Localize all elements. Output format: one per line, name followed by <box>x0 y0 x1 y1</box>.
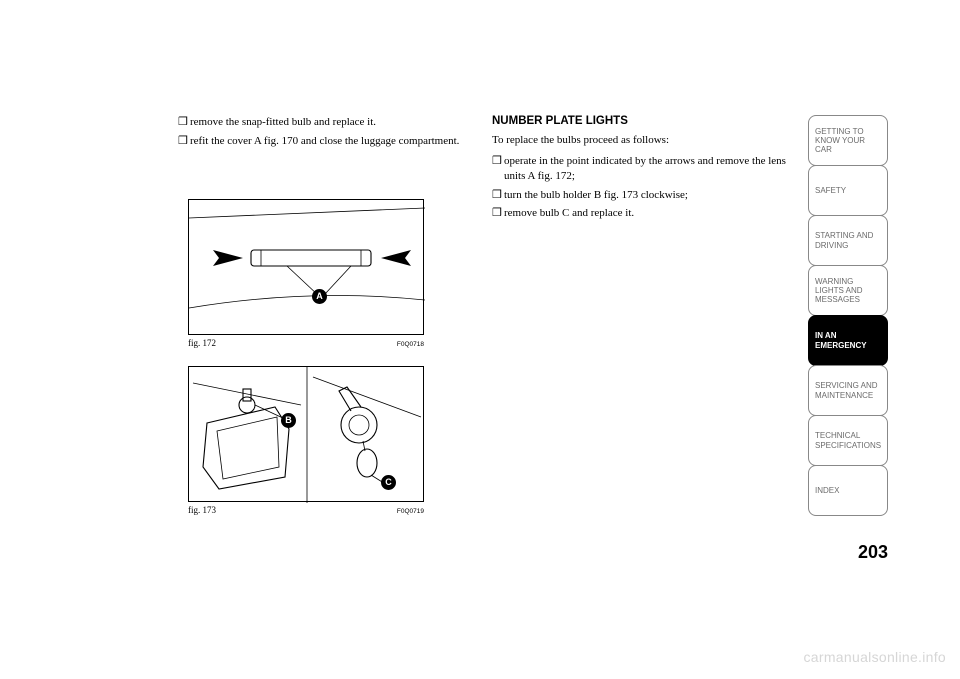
left-column: ❒remove the snap-fitted bulb and replace… <box>178 115 472 515</box>
bullet-glyph: ❒ <box>492 188 504 203</box>
bullet-item: ❒remove the snap-fitted bulb and replace… <box>178 115 472 130</box>
bullet-glyph: ❒ <box>178 115 190 130</box>
tab-in-an-emergency[interactable]: IN AN EMERGENCY <box>808 315 888 366</box>
callout-a: A <box>312 289 327 304</box>
bullet-text: remove the snap-fitted bulb and replace … <box>190 116 376 128</box>
bullet-text: turn the bulb holder B fig. 173 clockwis… <box>504 189 688 201</box>
bullet-item: ❒refit the cover A fig. 170 and close th… <box>178 134 472 149</box>
figure-172-svg <box>189 200 425 336</box>
tab-servicing[interactable]: SERVICING AND MAINTENANCE <box>808 365 888 416</box>
bullet-text: operate in the point indicated by the ar… <box>504 155 786 182</box>
bullet-item: ❒turn the bulb holder B fig. 173 clockwi… <box>492 188 786 203</box>
right-column: NUMBER PLATE LIGHTS To replace the bulbs… <box>492 115 786 225</box>
callout-b: B <box>281 413 296 428</box>
page-number: 203 <box>808 542 888 563</box>
bullet-item: ❒remove bulb C and replace it. <box>492 206 786 221</box>
callout-c: C <box>381 475 396 490</box>
intro-text: To replace the bulbs proceed as follows: <box>492 133 786 148</box>
tab-getting-to-know[interactable]: GETTING TO KNOW YOUR CAR <box>808 115 888 166</box>
figure-label: fig. 172 <box>188 338 216 348</box>
bullet-item: ❒operate in the point indicated by the a… <box>492 154 786 184</box>
figure-label: fig. 173 <box>188 505 216 515</box>
tab-technical[interactable]: TECHNICAL SPECIFICATIONS <box>808 415 888 466</box>
figure-172-caption: fig. 172 F0Q0718 <box>188 338 424 348</box>
tab-safety[interactable]: SAFETY <box>808 165 888 216</box>
section-tabs: GETTING TO KNOW YOUR CAR SAFETY STARTING… <box>808 115 888 515</box>
watermark: carmanualsonline.info <box>804 649 947 665</box>
bullet-glyph: ❒ <box>492 154 504 169</box>
manual-page: ❒remove the snap-fitted bulb and replace… <box>0 0 960 679</box>
bullet-glyph: ❒ <box>492 206 504 221</box>
bullet-text: remove bulb C and replace it. <box>504 207 634 219</box>
figure-code: F0Q0719 <box>397 508 424 515</box>
figure-172: A <box>188 199 424 335</box>
figure-173: B C <box>188 366 424 502</box>
tab-warning-lights[interactable]: WARNING LIGHTS AND MESSAGES <box>808 265 888 316</box>
bullet-glyph: ❒ <box>178 134 190 149</box>
bullet-text: refit the cover A fig. 170 and close the… <box>190 135 459 147</box>
tab-starting-driving[interactable]: STARTING AND DRIVING <box>808 215 888 266</box>
tab-index[interactable]: INDEX <box>808 465 888 516</box>
section-heading: NUMBER PLATE LIGHTS <box>492 115 786 127</box>
figure-code: F0Q0718 <box>397 341 424 348</box>
figure-173-caption: fig. 173 F0Q0719 <box>188 505 424 515</box>
